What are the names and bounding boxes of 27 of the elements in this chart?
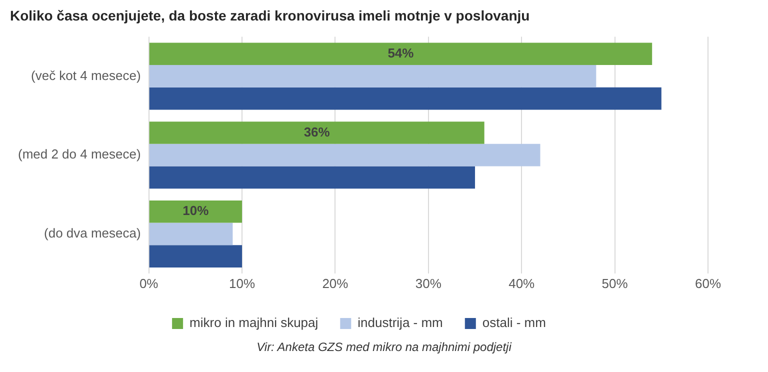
- bar: [149, 245, 242, 268]
- x-tick-label: 30%: [415, 276, 442, 291]
- y-tick-label: (med 2 do 4 mesece): [18, 146, 141, 162]
- bar: [149, 166, 476, 189]
- x-tick-label: 40%: [508, 276, 536, 291]
- bar: [149, 200, 242, 223]
- bar: [149, 222, 233, 246]
- data-label: 10%: [182, 203, 210, 218]
- bar: [149, 144, 540, 166]
- chart-title: Koliko časa ocenjujete, da boste zaradi kronovirusa imeli motnje v poslovanju: [10, 7, 530, 24]
- x-tick-label: 50%: [602, 276, 628, 291]
- legend-label: ostali - mm: [482, 315, 546, 330]
- bar: [149, 65, 596, 88]
- data-label: 54%: [388, 45, 414, 60]
- bar: [149, 42, 652, 66]
- x-tick-label: 20%: [322, 276, 349, 291]
- legend-label: industrija - mm: [358, 315, 443, 330]
- x-tick-label: 10%: [229, 276, 256, 291]
- legend-label: mikro in majhni skupaj: [190, 315, 318, 330]
- bar: [149, 87, 662, 110]
- text: Vir: Anketa GZS med mikro na majhnimi podjetji: [256, 340, 513, 354]
- y-tick-label: (več kot 4 mesece): [31, 68, 141, 83]
- bar: [149, 122, 484, 144]
- data-label: 36%: [304, 124, 330, 140]
- x-tick-label: 0%: [139, 276, 159, 291]
- x-tick-label: 60%: [694, 276, 722, 291]
- y-tick-label: (do dva meseca): [44, 226, 141, 241]
